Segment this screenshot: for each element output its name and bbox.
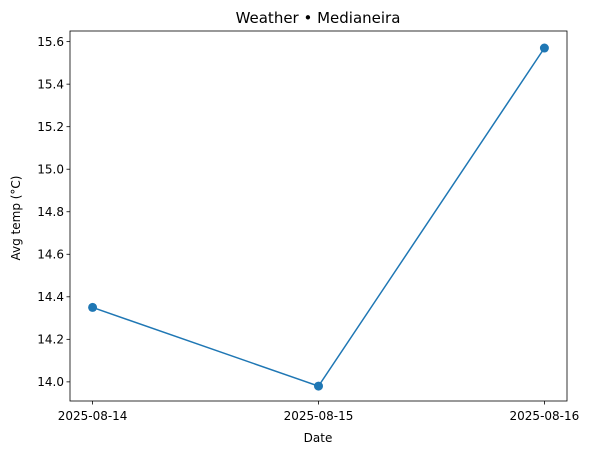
y-tick-label: 14.6 <box>37 248 64 262</box>
data-point <box>88 302 98 312</box>
y-tick-label: 14.8 <box>37 205 64 219</box>
plot-area: 14.0 14.2 14.4 14.6 14.8 15.0 15.2 15.4 15.6 2025… <box>37 30 580 423</box>
x-axis-label: Date <box>304 431 333 445</box>
y-tick-label: 15.2 <box>37 120 64 134</box>
y-tick-label: 15.6 <box>37 35 64 49</box>
y-axis-label: Avg temp (°C) <box>9 176 23 261</box>
x-tick-label: 2025-08-14 <box>58 409 128 423</box>
chart-title: Weather • Medianeira <box>236 9 401 27</box>
data-point <box>314 381 323 391</box>
data-point <box>539 43 549 53</box>
x-tick-label: 2025-08-16 <box>510 409 580 423</box>
y-tick-label: 15.0 <box>37 163 64 177</box>
y-tick-label: 14.2 <box>37 333 64 347</box>
y-tick-label: 15.4 <box>37 77 64 91</box>
y-tick-label: 14.4 <box>37 290 64 304</box>
y-tick-label: 14.0 <box>37 375 64 389</box>
x-tick-label: 2025-08-15 <box>284 409 354 423</box>
